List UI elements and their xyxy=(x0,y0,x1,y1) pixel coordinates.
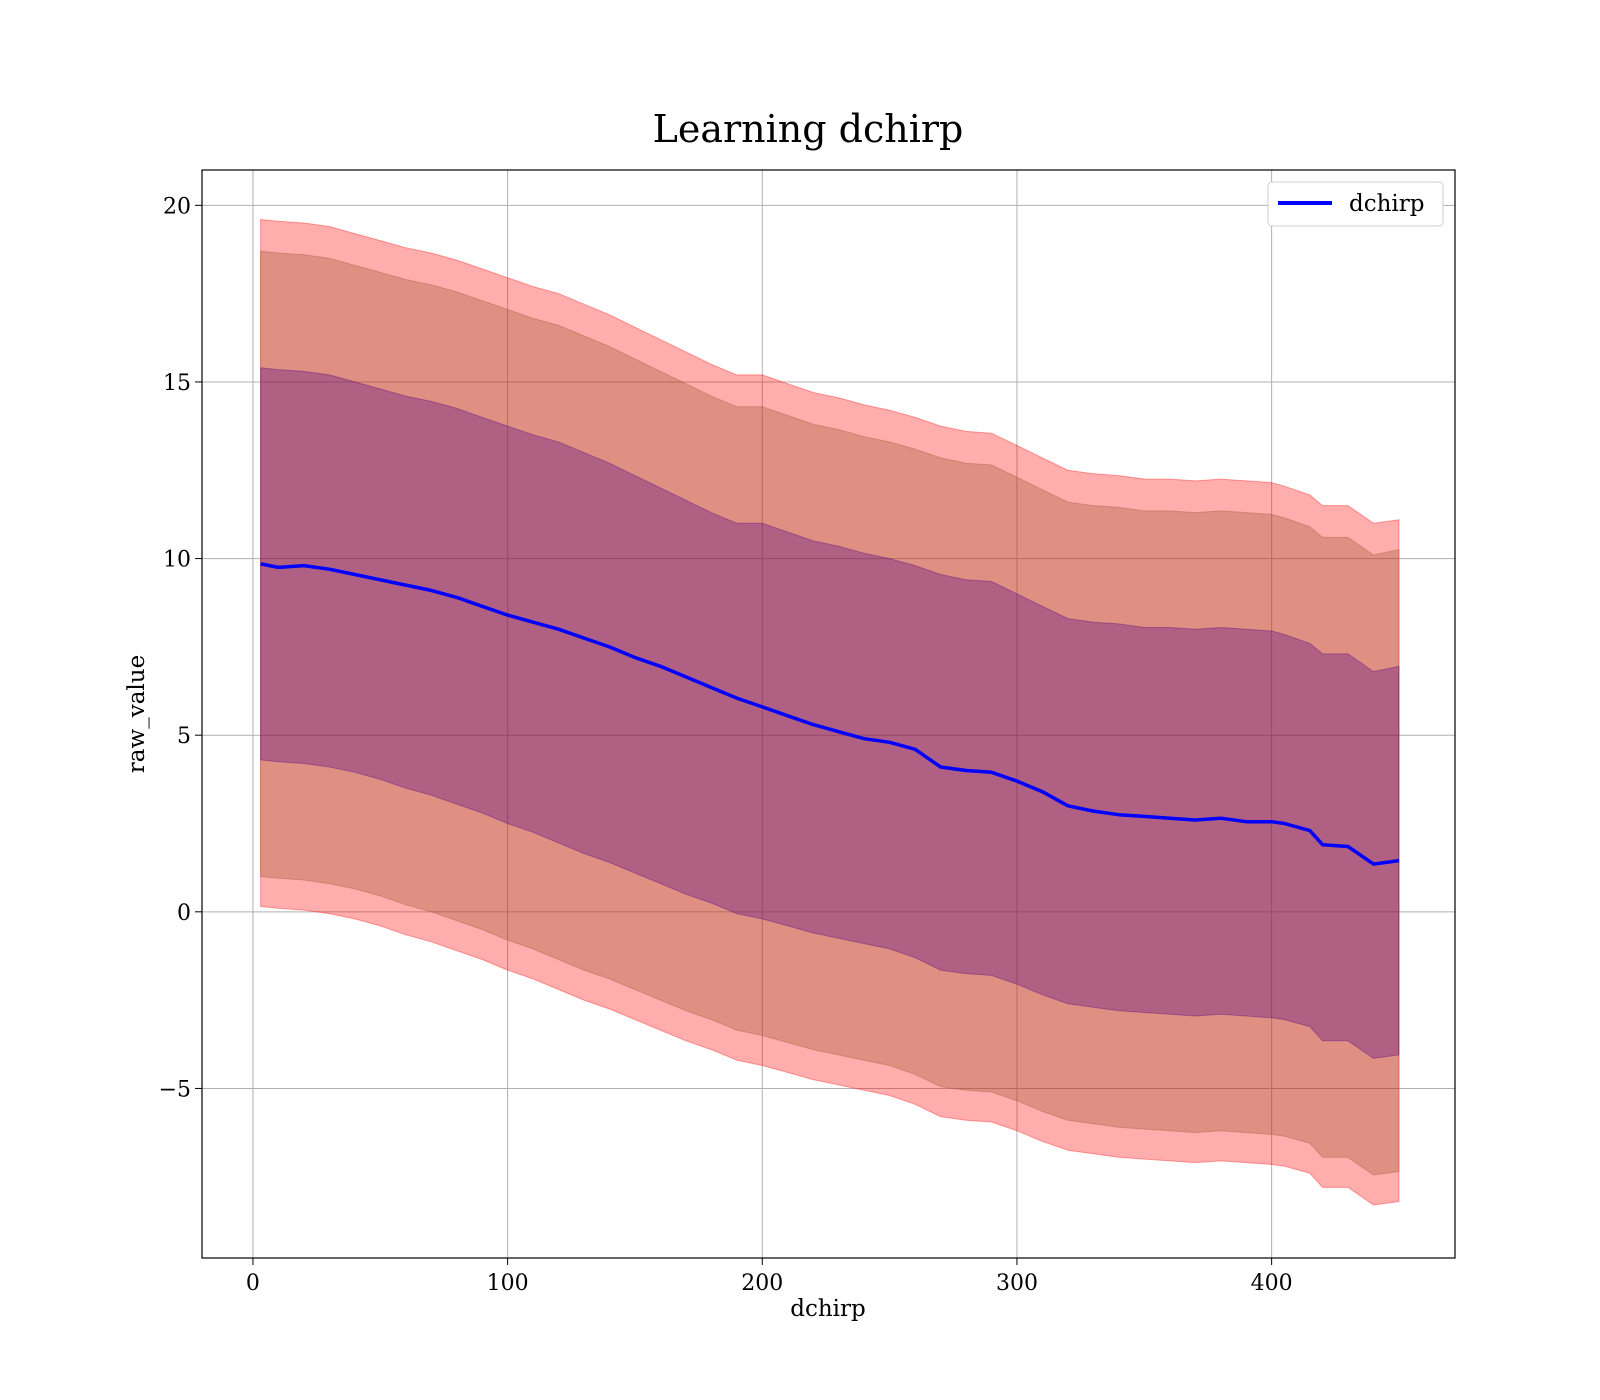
band-middle xyxy=(260,250,1400,1176)
axis-ticks: 0 100 200 300 400 −5 0 5 10 15 20 xyxy=(159,194,1293,1296)
y-tick-label-10: 10 xyxy=(163,548,191,573)
legend: dchirp xyxy=(1267,181,1444,227)
chart-title: Learning dchirp xyxy=(653,107,964,151)
y-tick-label-0: 0 xyxy=(177,901,191,926)
legend-label-dchirp: dchirp xyxy=(1349,191,1425,217)
y-axis-label: raw_value xyxy=(124,655,150,773)
grid xyxy=(202,170,1455,1258)
x-tick-label-300: 300 xyxy=(996,1271,1038,1296)
plot-frame xyxy=(201,169,1456,1259)
band-inner xyxy=(260,367,1400,1059)
y-tick-label-20: 20 xyxy=(163,194,191,219)
y-tick-label-5: 5 xyxy=(177,724,191,749)
series-lines xyxy=(260,562,1400,866)
x-tick-label-400: 400 xyxy=(1251,1271,1293,1296)
x-tick-label-100: 100 xyxy=(487,1271,529,1296)
confidence-bands xyxy=(260,218,1400,1206)
band-outer xyxy=(260,218,1400,1206)
y-tick-label--5: −5 xyxy=(159,1077,191,1102)
x-axis-label: dchirp xyxy=(790,1296,866,1322)
y-tick-label-15: 15 xyxy=(163,371,191,396)
x-tick-label-200: 200 xyxy=(741,1271,783,1296)
legend-box xyxy=(1267,181,1444,227)
series-line-dchirp xyxy=(260,562,1400,866)
x-tick-label-0: 0 xyxy=(246,1271,260,1296)
